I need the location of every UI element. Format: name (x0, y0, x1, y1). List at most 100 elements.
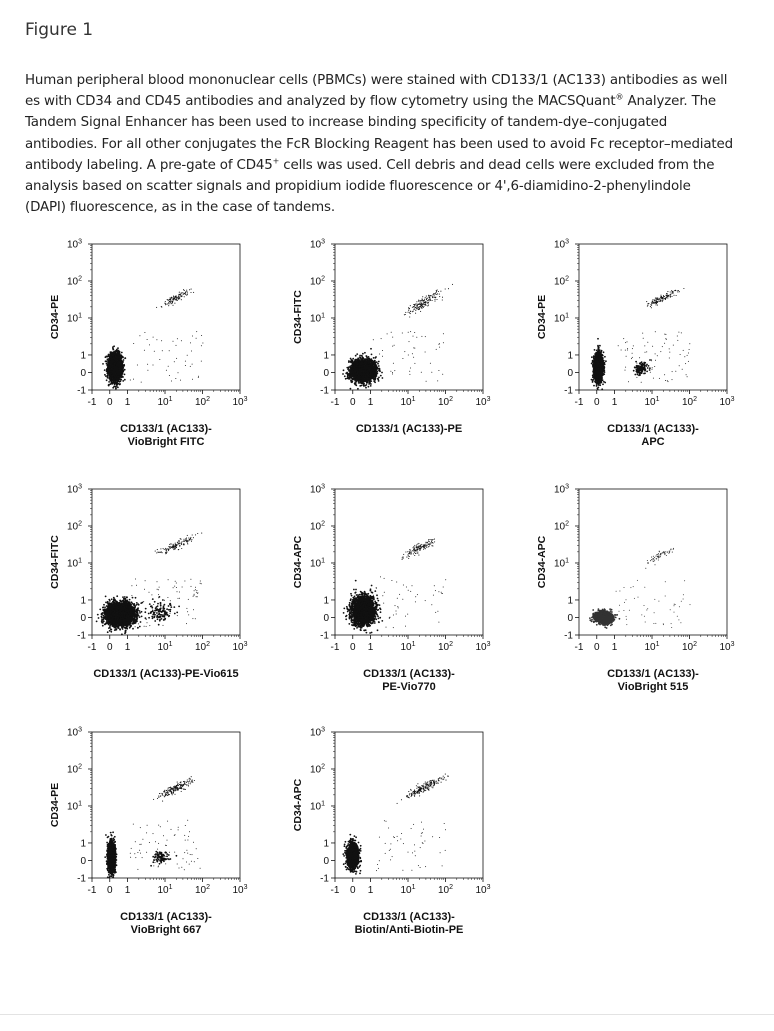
event-dot (140, 381, 142, 383)
event-dot (180, 379, 181, 381)
event-dot (116, 367, 119, 369)
event-dot (119, 380, 122, 383)
event-dot (149, 344, 150, 346)
event-dot (373, 380, 376, 383)
event-dot (354, 381, 357, 384)
plot-frame (91, 243, 241, 391)
event-dot (122, 361, 124, 363)
event-dot (365, 382, 368, 384)
y-tick-label: 0 (80, 368, 86, 379)
event-dot (173, 299, 175, 301)
event-dot (170, 297, 172, 299)
event-dot (110, 382, 113, 385)
event-dot (348, 361, 350, 363)
event-dot (106, 368, 109, 371)
event-dot (110, 358, 112, 361)
event-dot (182, 293, 184, 295)
event-dot (177, 372, 179, 374)
event-dot (178, 296, 180, 298)
event-dot (156, 306, 158, 308)
event-dot (109, 376, 112, 379)
event-dot (173, 361, 175, 363)
event-dot (377, 367, 380, 370)
event-dot (346, 366, 349, 369)
event-dot (185, 291, 187, 293)
event-dot (112, 382, 115, 384)
event-dot (168, 301, 170, 304)
event-dot (202, 342, 204, 344)
event-dot (108, 368, 111, 371)
event-dot (116, 348, 118, 351)
figure-title: Figure 1 (25, 20, 93, 40)
event-dot (176, 299, 178, 302)
event-dot (172, 298, 174, 300)
event-dot (186, 292, 189, 294)
event-dot (118, 367, 121, 370)
event-dot (182, 292, 184, 294)
event-dot (161, 350, 163, 352)
y-axis-label: CD34-PE (49, 295, 61, 339)
event-dot (122, 359, 125, 361)
event-dot (186, 289, 188, 291)
event-dot (114, 375, 116, 378)
event-dot (349, 368, 351, 371)
x-tick-label: 1 (125, 397, 131, 408)
event-dot (180, 340, 182, 342)
event-dot (123, 363, 125, 366)
event-dot (351, 362, 354, 364)
event-dot (352, 373, 355, 375)
event-dot (186, 354, 188, 356)
event-dot (171, 296, 173, 298)
event-dot (105, 379, 108, 382)
x-tick-label: -1 (88, 397, 97, 408)
event-dot (118, 361, 121, 364)
event-dot (110, 351, 113, 354)
event-dot (116, 353, 119, 356)
y-tick-label: 103 (67, 239, 82, 251)
event-dot (107, 363, 110, 366)
event-dot (113, 385, 115, 388)
registered-mark: ® (616, 93, 624, 102)
event-dot (377, 360, 380, 363)
event-dot (122, 356, 124, 359)
event-dot (183, 289, 185, 291)
event-dot (112, 366, 114, 369)
event-dot (377, 380, 380, 382)
event-dot (146, 339, 148, 340)
plot-frame (334, 243, 484, 391)
event-dot (171, 302, 173, 304)
event-dot (352, 357, 355, 360)
event-dot (111, 379, 114, 382)
event-dot (110, 367, 113, 370)
event-dot (169, 301, 171, 304)
event-dot (119, 375, 121, 378)
event-dot (357, 382, 360, 384)
event-dot (201, 335, 203, 336)
event-dot (200, 345, 202, 347)
event-dot (176, 338, 178, 340)
event-dot (175, 299, 177, 301)
event-dot (381, 371, 383, 374)
caption-line: antibodies. For all other conjugates the… (25, 134, 740, 155)
event-dot (171, 301, 174, 303)
event-dot (170, 299, 172, 301)
event-dot (346, 377, 349, 380)
event-dot (365, 384, 368, 386)
event-dot (178, 293, 180, 295)
event-dot (109, 363, 112, 366)
event-dot (355, 358, 357, 361)
event-dot (359, 385, 362, 387)
event-dot (200, 360, 202, 362)
event-dot (123, 378, 126, 381)
event-dot (111, 376, 114, 378)
event-dot (170, 300, 172, 303)
caption-line: Human peripheral blood mononuclear cells… (25, 70, 740, 91)
event-dot (115, 385, 118, 387)
event-dot (185, 292, 187, 294)
event-dot (347, 368, 349, 371)
event-dot (346, 374, 349, 377)
event-dot (136, 364, 138, 366)
event-dot (185, 294, 187, 296)
event-dot (363, 385, 365, 387)
